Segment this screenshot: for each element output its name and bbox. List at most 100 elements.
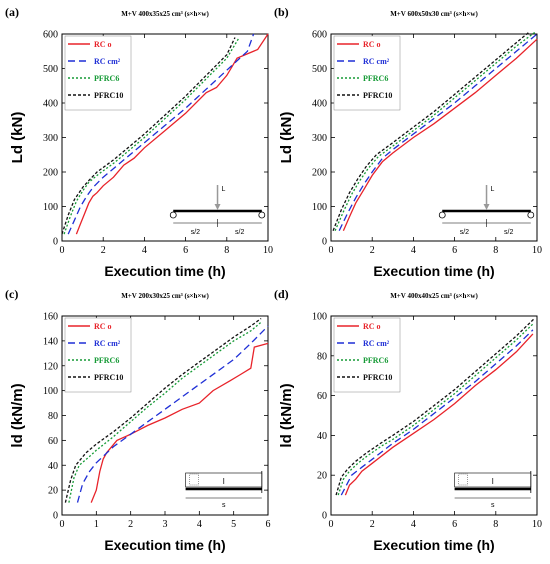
- span-label: s/2: [504, 229, 513, 236]
- load-label: L: [491, 186, 495, 193]
- load-label: l: [223, 477, 225, 486]
- legend-label: PFRC10: [94, 91, 123, 100]
- legend-label: RC o: [363, 322, 381, 331]
- x-tick-label: 0: [60, 245, 65, 256]
- x-tick-label: 4: [142, 245, 147, 256]
- y-axis-label: ld (kN/m): [278, 383, 295, 447]
- panel-label: (c): [5, 287, 18, 301]
- span-label: s/2: [235, 229, 244, 236]
- y-tick-label: 160: [43, 312, 58, 323]
- y-tick-label: 400: [43, 99, 58, 110]
- y-tick-label: 400: [312, 99, 327, 110]
- y-tick-label: 20: [317, 471, 327, 482]
- legend-box: [64, 317, 132, 393]
- chart-panel: (a) M+V 400x35x25 cm³ (s×h×w)0 2 4 6 8 1001002…: [5, 5, 273, 279]
- y-tick-label: 500: [312, 64, 327, 75]
- y-tick-label: 200: [43, 168, 58, 179]
- x-tick-label: 2: [128, 519, 133, 530]
- x-tick-label: 10: [263, 245, 273, 256]
- y-tick-label: 0: [322, 511, 327, 522]
- x-tick-label: 2: [101, 245, 106, 256]
- span-label: s/2: [191, 229, 200, 236]
- y-tick-label: 100: [312, 312, 327, 323]
- y-tick-label: 600: [312, 30, 327, 41]
- right-support-icon: [527, 211, 535, 219]
- y-tick-label: 300: [43, 133, 58, 144]
- chart-title: M+V 600x50x30 cm³ (s×h×w): [390, 10, 478, 18]
- chart-panel: (b) M+V 600x50x30 cm³ (s×h×w)0 2 4 6 8 1001002…: [274, 5, 542, 279]
- x-tick-label: 6: [452, 519, 457, 530]
- y-axis-label: Ld (kN): [9, 112, 26, 164]
- load-label: L: [222, 186, 226, 193]
- x-tick-label: 8: [493, 519, 498, 530]
- x-tick-label: 8: [493, 245, 498, 256]
- series-line-rccm: [76, 325, 269, 503]
- y-tick-label: 100: [312, 202, 327, 213]
- x-tick-label: 0: [60, 519, 65, 530]
- series-line-pfrc10: [335, 317, 536, 496]
- y-tick-label: 60: [317, 391, 327, 402]
- series-line-pfrc6: [334, 31, 536, 231]
- y-tick-label: 500: [43, 64, 58, 75]
- panel-label: (a): [5, 5, 19, 19]
- x-tick-label: 6: [266, 519, 271, 530]
- x-tick-label: 6: [183, 245, 188, 256]
- y-tick-label: 120: [43, 361, 58, 372]
- legend-label: RC o: [94, 40, 112, 49]
- legend-label: PFRC10: [363, 91, 392, 100]
- chart-panel: (c) M+V 200x30x25 cm³ (s×h×w)0 1 2 3 4 5 602040…: [5, 287, 271, 553]
- series-line-pfrc6: [68, 321, 262, 503]
- x-tick-label: 4: [197, 519, 202, 530]
- y-tick-label: 0: [322, 237, 327, 248]
- legend-label: PFRC10: [94, 373, 123, 382]
- x-tick-label: 6: [452, 245, 457, 256]
- series-line-pfrc6: [337, 323, 534, 496]
- plot-frame: [330, 315, 538, 516]
- point-load-arrowhead: [214, 204, 221, 210]
- x-tick-label: 0: [329, 519, 334, 530]
- y-tick-label: 100: [43, 202, 58, 213]
- x-tick-label: 4: [411, 519, 416, 530]
- legend-label: RC o: [363, 40, 381, 49]
- y-tick-label: 0: [53, 511, 58, 522]
- legend-box: [333, 35, 401, 111]
- legend-label: RC cm²: [94, 339, 121, 348]
- series-line-rc: [342, 38, 538, 231]
- load-hatch: [458, 473, 468, 486]
- y-tick-label: 80: [48, 411, 58, 422]
- series-line-rccm: [340, 329, 534, 496]
- y-tick-label: 80: [317, 351, 327, 362]
- series-line-rc: [344, 333, 534, 496]
- x-axis-label: Execution time (h): [104, 537, 225, 553]
- y-axis-label: ld (kN/m): [9, 383, 26, 447]
- x-tick-label: 2: [370, 245, 375, 256]
- span-label: s/2: [460, 229, 469, 236]
- x-axis-label: Execution time (h): [373, 263, 494, 279]
- legend-label: PFRC6: [363, 356, 388, 365]
- load-hatch: [189, 473, 199, 486]
- series-line-pfrc10: [332, 31, 530, 231]
- legend-label: PFRC10: [363, 373, 392, 382]
- x-tick-label: 2: [370, 519, 375, 530]
- y-axis-label: Ld (kN): [278, 112, 295, 164]
- series-line-rc: [90, 342, 269, 503]
- legend-label: PFRC6: [94, 74, 119, 83]
- y-tick-label: 20: [48, 486, 58, 497]
- series-line-pfrc10: [64, 317, 262, 503]
- x-tick-label: 4: [411, 245, 416, 256]
- y-tick-label: 140: [43, 336, 58, 347]
- y-tick-label: 600: [43, 30, 58, 41]
- y-tick-label: 100: [43, 386, 58, 397]
- load-label: l: [492, 477, 494, 486]
- y-tick-label: 60: [48, 436, 58, 447]
- series-line-rccm: [338, 33, 538, 231]
- legend-label: RC cm²: [363, 57, 390, 66]
- x-axis-label: Execution time (h): [373, 537, 494, 553]
- x-tick-label: 0: [329, 245, 334, 256]
- y-tick-label: 300: [312, 133, 327, 144]
- legend-label: RC o: [94, 322, 112, 331]
- y-tick-label: 200: [312, 168, 327, 179]
- chart-title: M+V 400x40x25 cm³ (s×h×w): [390, 292, 478, 300]
- series-line-pfrc6: [63, 37, 240, 235]
